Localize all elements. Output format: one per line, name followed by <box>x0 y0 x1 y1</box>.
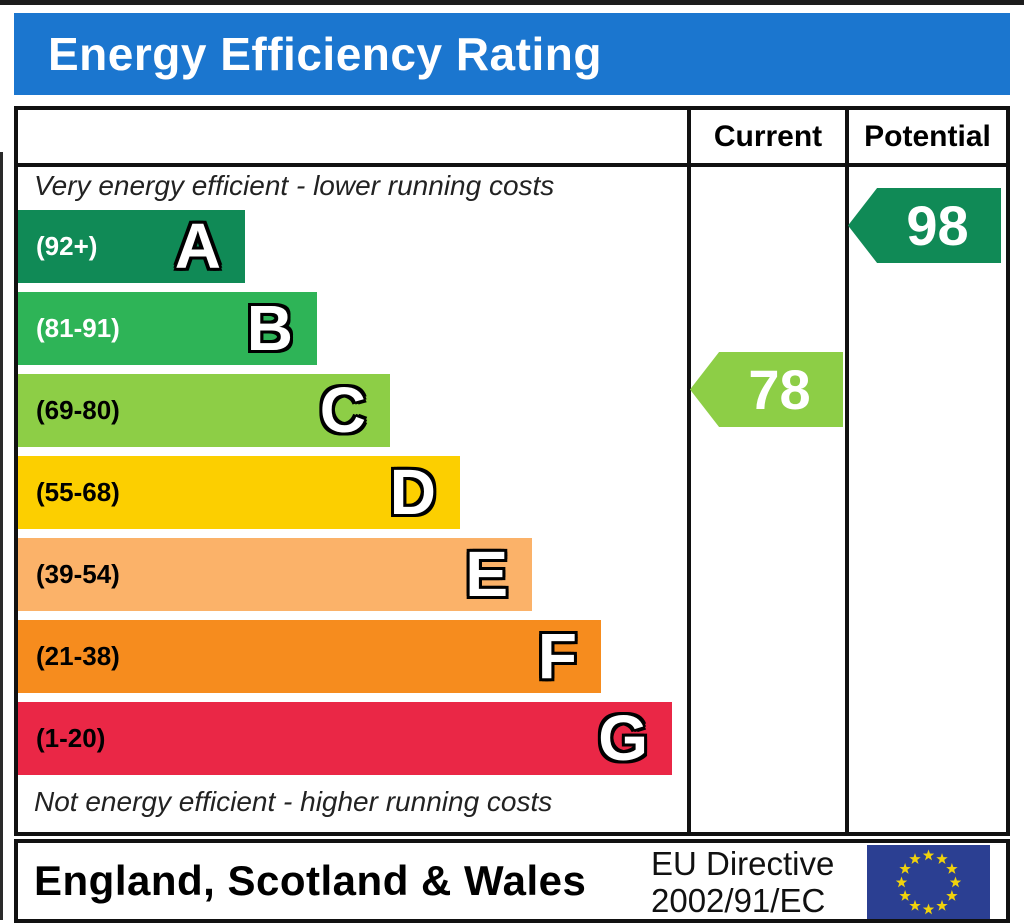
eu-flag-icon <box>867 845 990 919</box>
region-label: England, Scotland & Wales <box>34 857 587 904</box>
current-rating-arrow: 78 <box>690 352 843 427</box>
title-bar: Energy Efficiency Rating <box>14 13 1010 95</box>
band-row-f: (21-38) F <box>18 620 601 693</box>
potential-rating-value: 98 <box>906 194 969 257</box>
band-range: (1-20) <box>36 723 106 753</box>
scan-edge-left <box>0 152 3 920</box>
page-title: Energy Efficiency Rating <box>48 28 602 80</box>
band-letter: C <box>319 374 366 446</box>
bottom-note: Not energy efficient - higher running co… <box>34 786 553 817</box>
band-letter: A <box>174 210 221 282</box>
band-row-c: (69-80) C <box>18 374 390 447</box>
current-rating-value: 78 <box>748 358 811 421</box>
band-row-b: (81-91) B <box>18 292 317 365</box>
scan-edge-top <box>0 0 1024 5</box>
potential-column-header: Potential <box>864 120 991 153</box>
potential-column-divider <box>845 110 849 832</box>
band-letter: G <box>598 702 648 774</box>
footer: England, Scotland & Wales EU Directive 2… <box>14 839 1010 923</box>
band-letter: B <box>246 292 293 364</box>
band-letter: E <box>465 538 508 610</box>
band-letter: F <box>537 620 577 692</box>
band-letter: D <box>389 456 436 528</box>
potential-rating-arrow: 98 <box>848 188 1001 263</box>
band-range: (92+) <box>36 231 98 261</box>
band-range: (69-80) <box>36 395 120 425</box>
eu-directive-line2: 2002/91/EC <box>651 882 826 919</box>
band-range: (39-54) <box>36 559 120 589</box>
current-column-header: Current <box>713 120 823 153</box>
band-row-a: (92+) A <box>18 210 245 283</box>
energy-rating-table: Current Potential Very energy efficient … <box>14 106 1010 836</box>
band-range: (21-38) <box>36 641 120 671</box>
band-range: (55-68) <box>36 477 120 507</box>
band-row-g: (1-20) G <box>18 702 672 775</box>
eu-directive-label: EU Directive 2002/91/EC <box>651 845 834 919</box>
current-column-divider <box>687 110 691 832</box>
band-row-e: (39-54) E <box>18 538 532 611</box>
band-row-d: (55-68) D <box>18 456 460 529</box>
band-range: (81-91) <box>36 313 120 343</box>
header-underline <box>18 163 1006 167</box>
top-note: Very energy efficient - lower running co… <box>34 170 555 201</box>
eu-directive-line1: EU Directive <box>651 845 835 882</box>
